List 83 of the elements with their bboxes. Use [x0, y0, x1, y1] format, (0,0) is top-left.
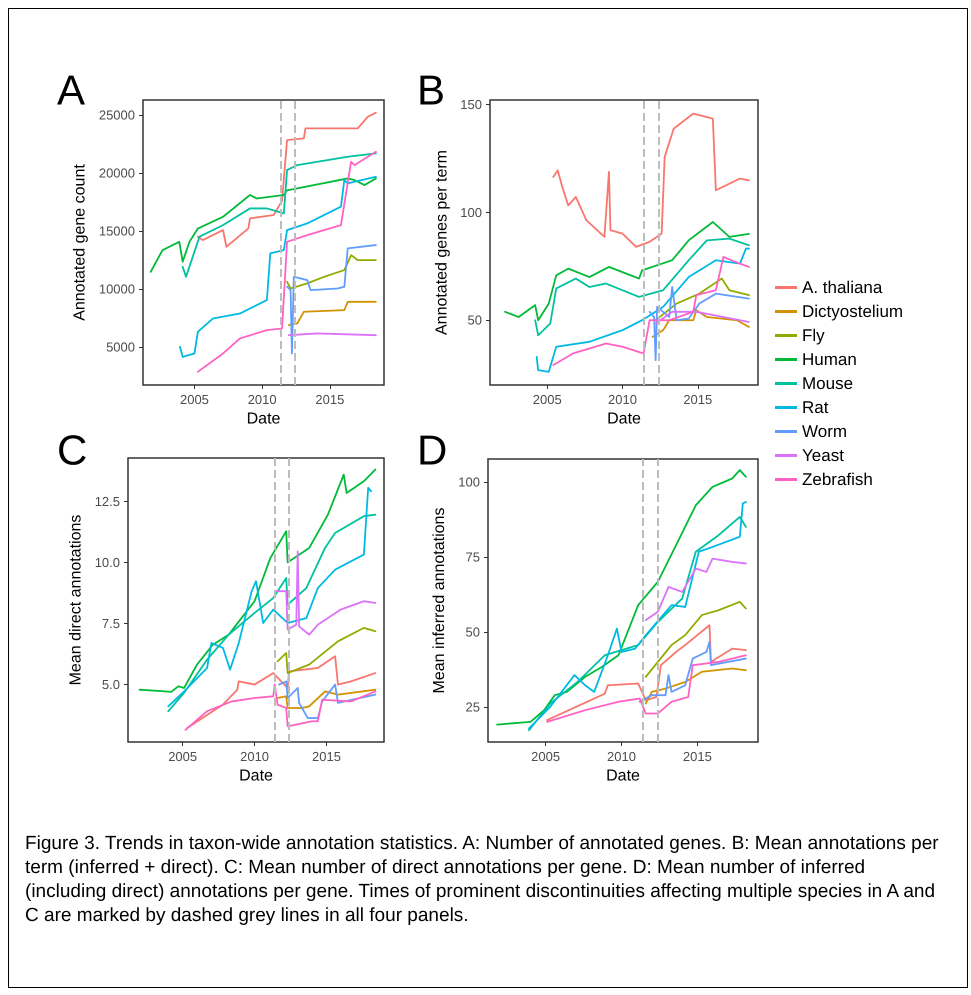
chart-title: C — [57, 426, 88, 474]
chart-title: B — [417, 66, 446, 114]
y-axis-title: Mean inferred annotations — [430, 508, 448, 694]
y-tick-label: 50 — [466, 624, 480, 640]
y-tick-label: 12.5 — [94, 494, 120, 509]
line-series — [546, 654, 747, 723]
x-axis-title: Date — [607, 410, 641, 428]
chart-title: A — [57, 66, 86, 114]
line-series — [274, 550, 376, 636]
legend-label: Human — [802, 350, 857, 369]
legend-label: Zebrafish — [802, 470, 873, 489]
y-tick-label: 75 — [466, 549, 480, 564]
line-series — [644, 600, 747, 678]
line-series — [196, 112, 377, 248]
line-series — [638, 640, 747, 703]
y-tick-label: 5000 — [106, 339, 135, 354]
line-series — [150, 178, 377, 273]
line-series — [552, 256, 750, 366]
line-series — [644, 558, 747, 622]
line-series — [546, 624, 747, 721]
line-series — [536, 248, 750, 373]
y-tick-label: 20000 — [98, 165, 135, 180]
line-series — [534, 238, 750, 336]
y-tick-label: 7.5 — [102, 616, 120, 631]
y-tick-label: 25 — [466, 699, 480, 714]
x-tick-label: 2015 — [682, 749, 712, 764]
y-tick-label: 100 — [460, 204, 482, 220]
line-series — [184, 684, 376, 731]
legend-label: Dictyostelium — [802, 302, 904, 321]
line-series — [276, 626, 376, 674]
x-tick-label: 2010 — [607, 749, 636, 764]
line-series — [496, 469, 747, 726]
line-series — [648, 286, 750, 362]
x-tick-label: 2005 — [531, 749, 560, 764]
legend-label: Yeast — [802, 446, 844, 465]
line-series — [276, 688, 376, 709]
y-tick-label: 50 — [468, 312, 482, 328]
legend-label: A. thaliana — [802, 278, 883, 297]
y-tick-label: 150 — [460, 96, 482, 112]
line-series — [167, 486, 372, 708]
x-tick-label: 2015 — [683, 392, 712, 407]
y-axis-title: Annotated genes per term — [434, 150, 450, 336]
line-series — [644, 668, 747, 704]
chart-title: D — [417, 426, 448, 474]
x-tick-label: 2015 — [312, 749, 341, 764]
line-series — [504, 221, 750, 322]
y-tick-label: 15000 — [98, 223, 135, 238]
line-series — [552, 112, 750, 248]
line-series — [288, 300, 377, 326]
line-series — [278, 680, 376, 719]
caption: Figure 3. Trends in taxon-wide annotation statistics. A: Number of annotated genes. B: Mean annotations per term (inferred + direct). C: Mean number of direct annotations per gene. D: Mean number of inferred (including direct) annotations per gene. Times of prominent discontinuities affecting multiple species in A and C are marked by dashed grey lines in all four panels. — [25, 832, 940, 928]
x-tick-label: 2005 — [532, 392, 562, 407]
x-tick-label: 2010 — [240, 749, 270, 764]
y-axis-title: Mean direct annotations — [67, 514, 84, 686]
y-tick-label: 5.0 — [102, 677, 120, 692]
legend-label: Fly — [802, 326, 826, 345]
line-series — [138, 468, 376, 693]
line-series — [652, 309, 750, 338]
x-axis-title: Date — [246, 410, 280, 428]
line-series — [286, 254, 377, 290]
line-series — [167, 514, 376, 712]
line-series — [196, 150, 377, 373]
line-series — [182, 152, 377, 278]
y-tick-label: 10.0 — [94, 554, 120, 570]
x-tick-label: 2015 — [315, 392, 344, 407]
legend-label: Rat — [802, 398, 829, 417]
y-tick-label: 25000 — [98, 108, 135, 123]
line-series — [654, 310, 750, 324]
y-tick-label: 10000 — [98, 281, 135, 296]
x-tick-label: 2010 — [248, 392, 277, 407]
legend-label: Mouse — [802, 374, 854, 393]
line-series — [654, 278, 750, 322]
y-axis-title: Annotated gene count — [71, 164, 88, 321]
y-tick-label: 100 — [458, 474, 480, 490]
x-axis-title: Date — [606, 767, 640, 784]
legend-label: Worm — [802, 422, 848, 441]
x-tick-label: 2010 — [608, 392, 637, 407]
line-series — [179, 176, 377, 358]
x-axis-title: Date — [239, 767, 273, 784]
x-tick-label: 2005 — [168, 749, 198, 764]
line-series — [286, 244, 377, 354]
line-series — [186, 655, 376, 729]
x-tick-label: 2005 — [180, 392, 209, 407]
